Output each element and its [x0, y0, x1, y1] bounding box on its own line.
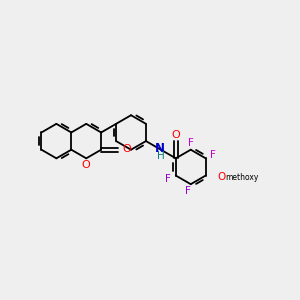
Text: F: F	[188, 138, 194, 148]
Text: F: F	[185, 186, 191, 196]
Text: O: O	[123, 144, 131, 154]
Text: O: O	[81, 160, 90, 170]
Text: methoxy: methoxy	[225, 172, 258, 182]
Text: F: F	[165, 174, 171, 184]
Text: N: N	[155, 142, 165, 155]
Text: F: F	[210, 150, 216, 160]
Text: H: H	[157, 151, 164, 161]
Text: O: O	[171, 130, 180, 140]
Text: O: O	[217, 172, 225, 182]
